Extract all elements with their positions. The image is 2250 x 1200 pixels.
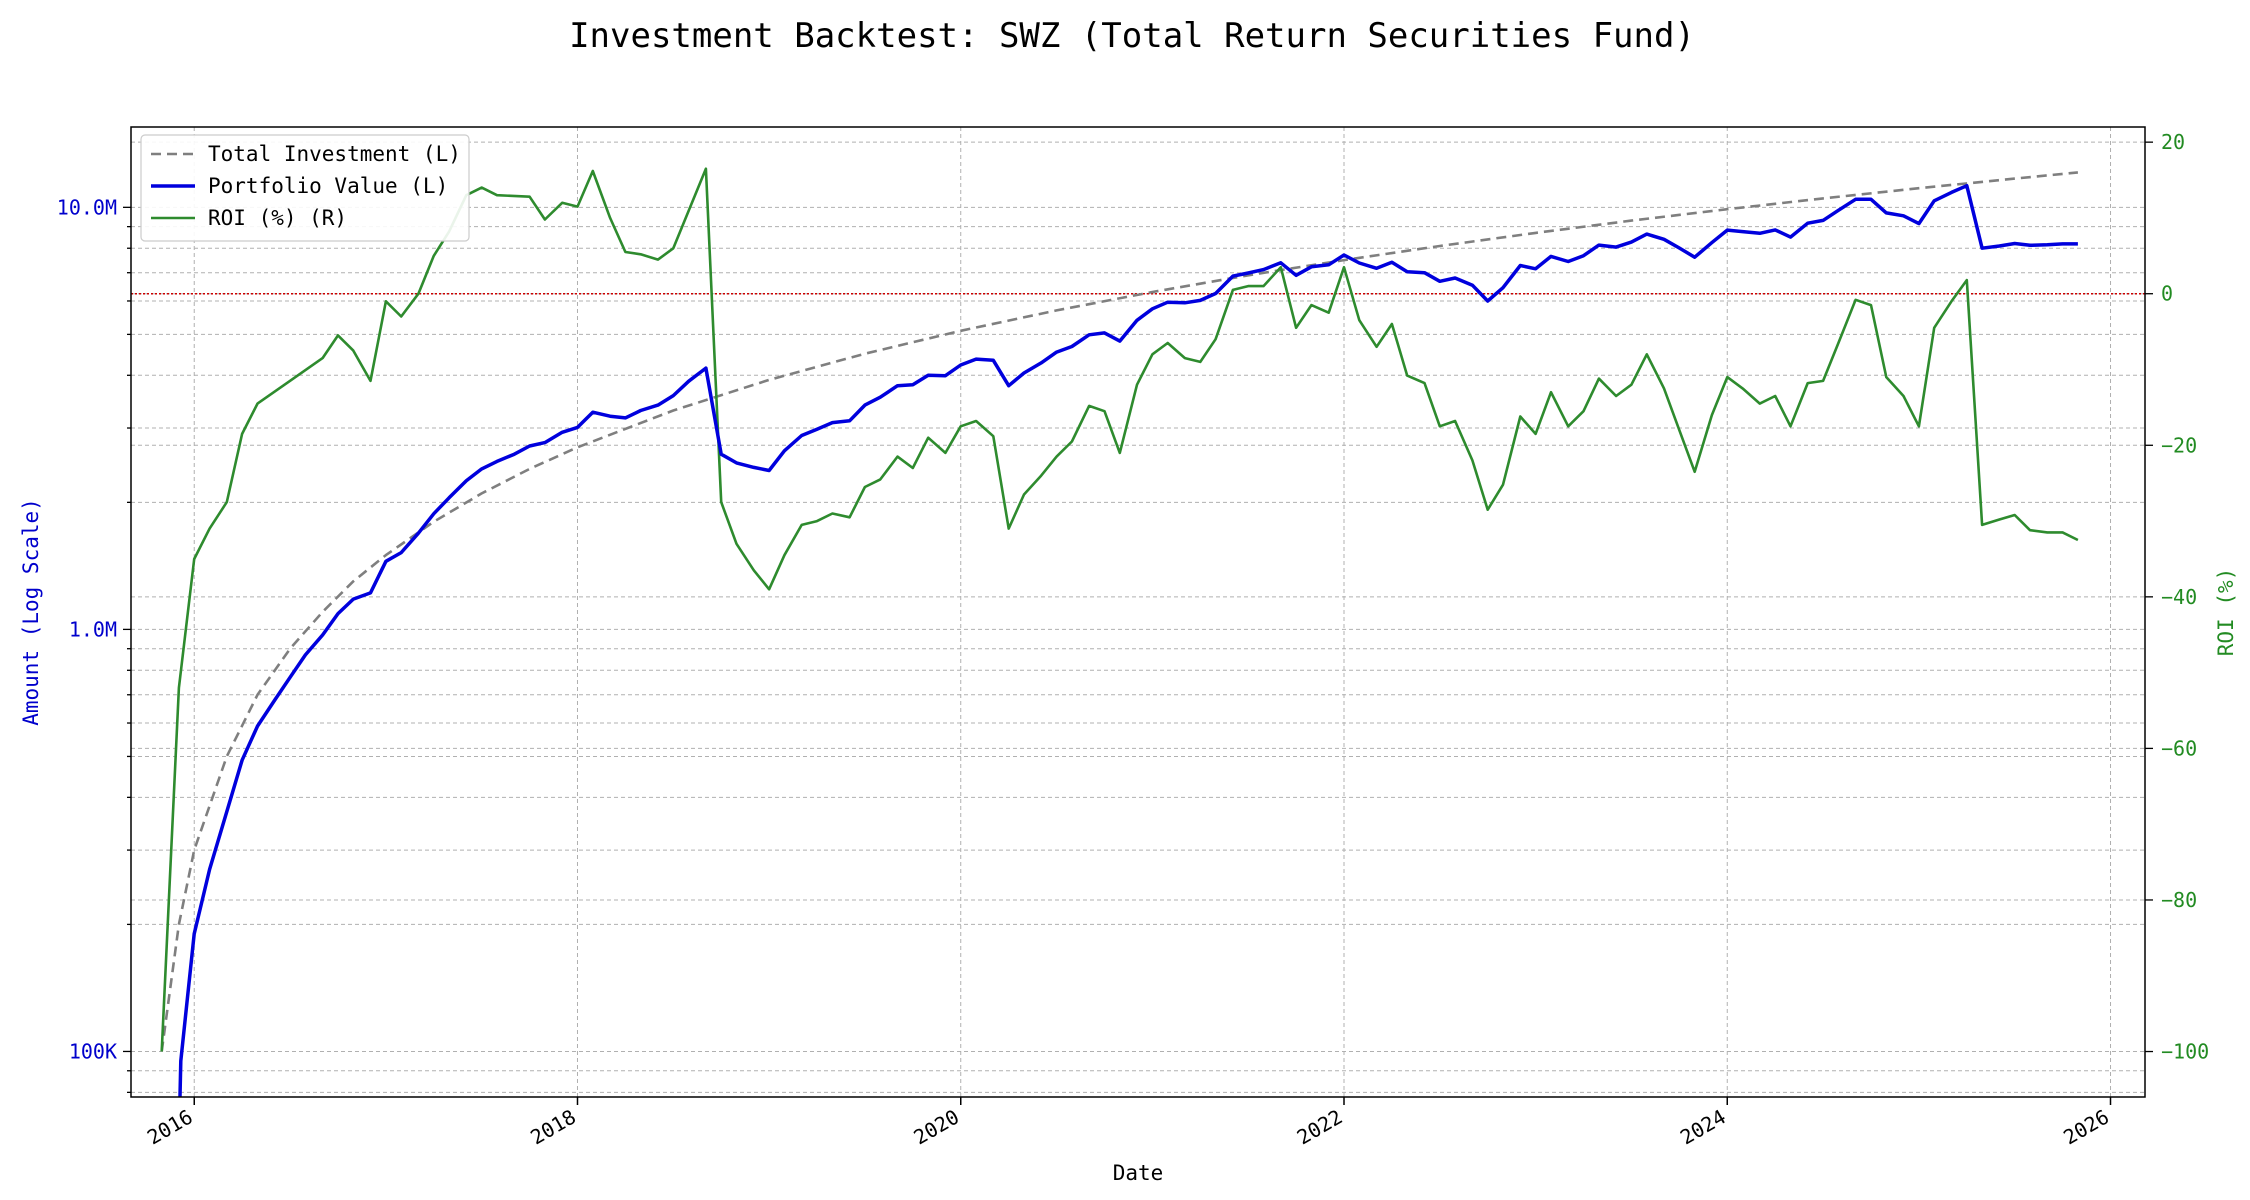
x-tick-label: 2026 — [2059, 1105, 2113, 1150]
right-tick-label: −20 — [2161, 433, 2197, 457]
series-line-2 — [160, 167, 2079, 1052]
right-tick-label: 0 — [2161, 282, 2173, 306]
series-layer — [160, 167, 2079, 1097]
left-tick-label: 1.0M — [69, 617, 117, 641]
right-tick-label: 20 — [2161, 130, 2185, 154]
left-y-axis-label: Amount (Log Scale) — [19, 498, 43, 726]
right-tick-label: −40 — [2161, 585, 2197, 609]
legend: Total Investment (L) Portfolio Value (L) R… — [140, 134, 470, 242]
x-axis-label: Date — [1113, 1161, 1164, 1185]
legend-label-0: Total Investment (L) — [208, 142, 461, 166]
left-tick-label: 10.0M — [57, 195, 117, 219]
x-tick-label: 2018 — [526, 1105, 580, 1150]
plot-area-frame — [130, 126, 2146, 1098]
grid — [131, 127, 2145, 1097]
legend-box — [140, 134, 470, 242]
x-tick-label: 2022 — [1293, 1105, 1347, 1150]
series-line-1 — [178, 183, 2078, 1097]
legend-label-2: ROI (%) (R) — [208, 206, 347, 230]
right-tick-label: −80 — [2161, 888, 2197, 912]
right-y-axis: 20 0 −20 −40 −60 −80 −100 — [2145, 130, 2209, 1064]
right-tick-label: −100 — [2161, 1040, 2209, 1064]
left-y-axis: 100K 1.0M 10.0M — [57, 195, 131, 1094]
x-tick-label: 2024 — [1676, 1105, 1730, 1150]
left-tick-label: 100K — [69, 1039, 117, 1063]
legend-label-1: Portfolio Value (L) — [208, 174, 448, 198]
x-tick-label: 2016 — [143, 1105, 197, 1150]
right-y-axis-label: ROI (%) — [2214, 568, 2238, 657]
series-line-0 — [160, 171, 2079, 1052]
right-tick-label: −60 — [2161, 736, 2197, 760]
x-tick-label: 2020 — [910, 1105, 964, 1150]
x-axis: 2016 2018 2020 2022 2024 2026 — [143, 1097, 2113, 1149]
chart-title: Investment Backtest: SWZ (Total Return S… — [569, 16, 1695, 56]
